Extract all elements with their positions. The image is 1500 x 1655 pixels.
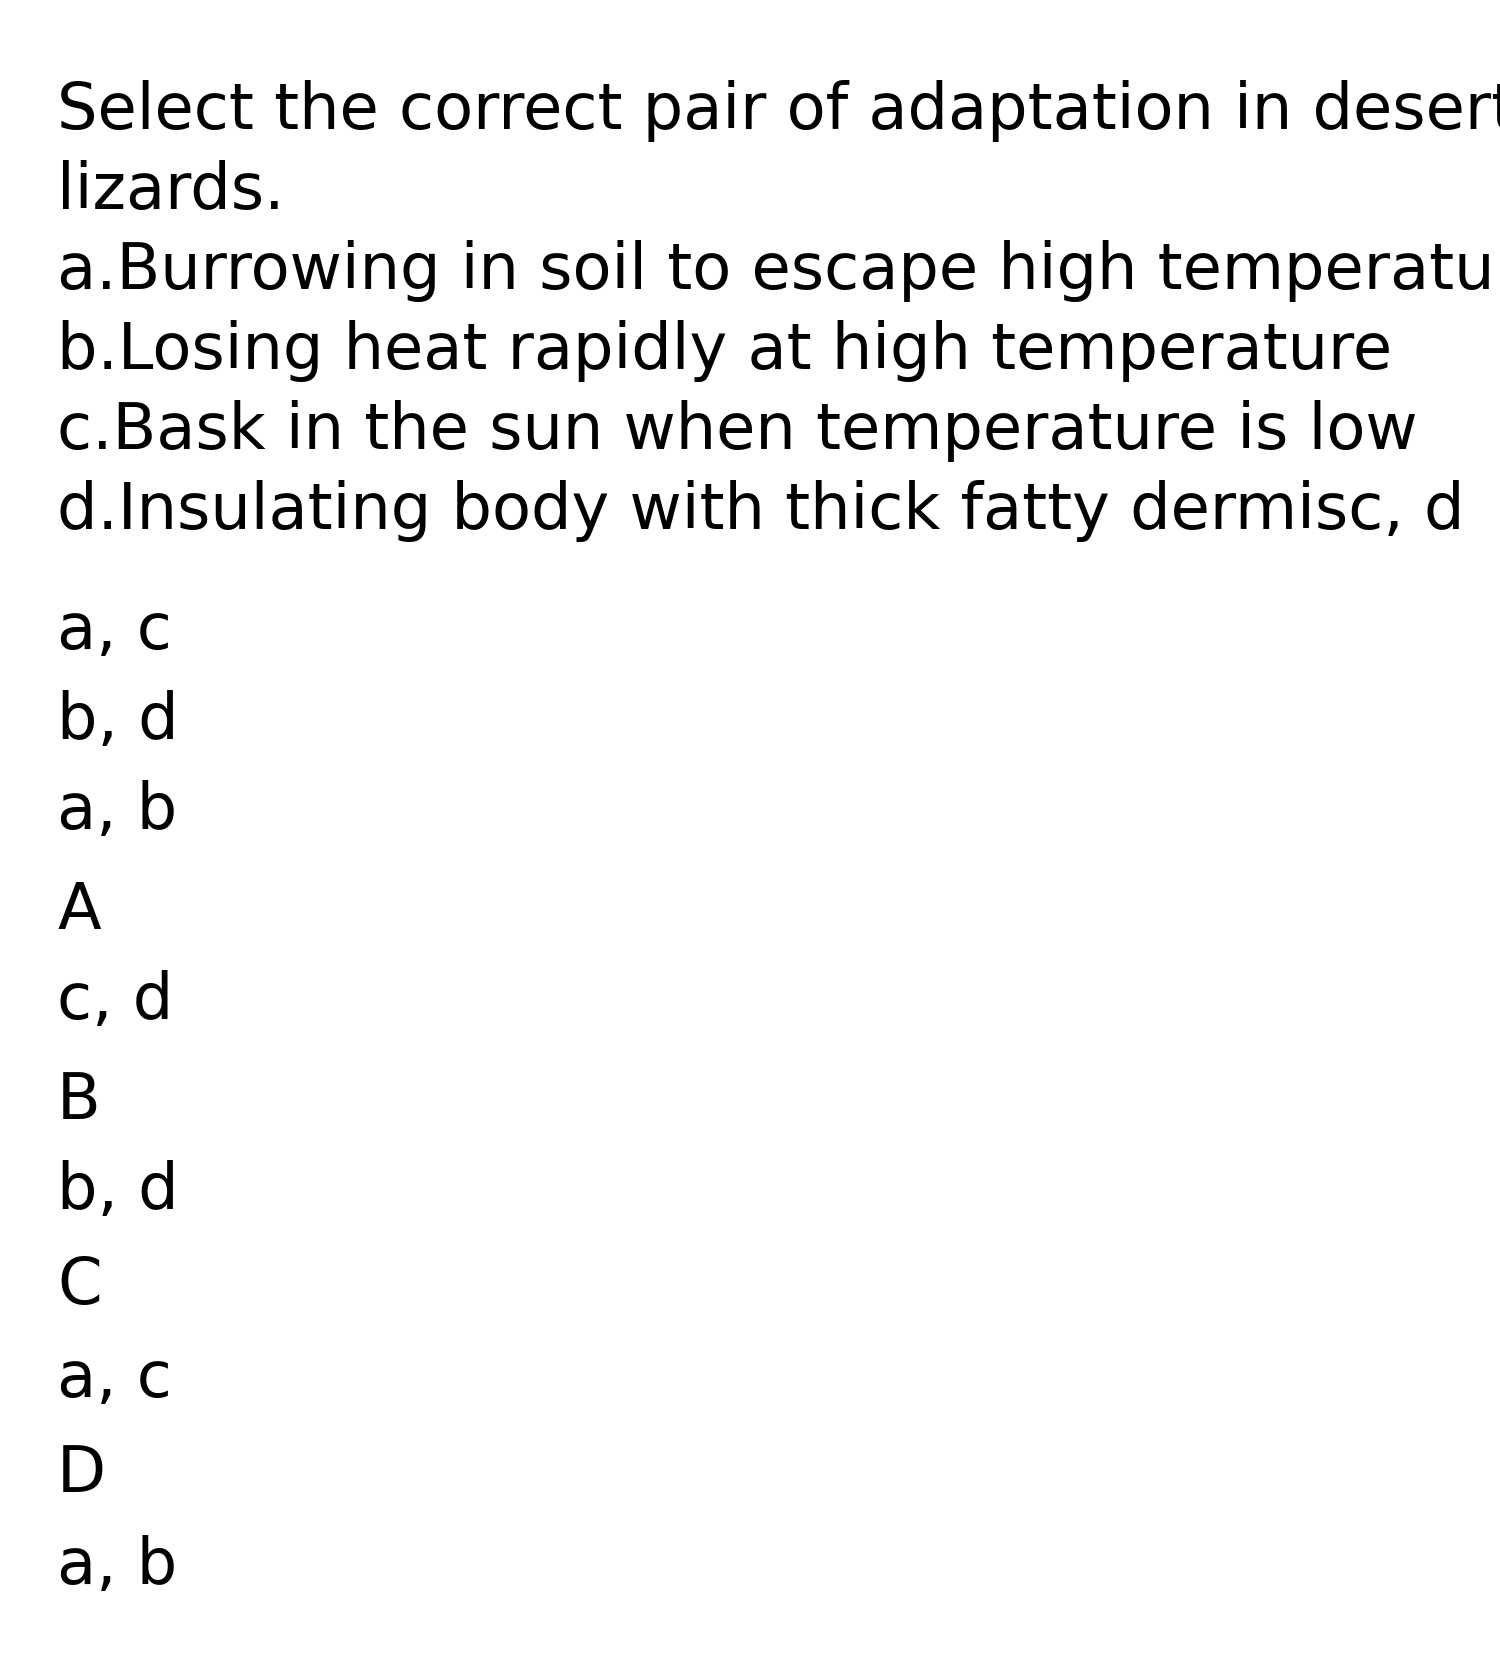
Text: c.Bask in the sun when temperature is low: c.Bask in the sun when temperature is lo… xyxy=(57,401,1417,462)
Text: a, b: a, b xyxy=(57,780,177,841)
Text: b, d: b, d xyxy=(57,690,178,751)
Text: A: A xyxy=(57,879,100,942)
Text: C: C xyxy=(57,1254,102,1316)
Text: a, c: a, c xyxy=(57,1347,172,1408)
Text: a, c: a, c xyxy=(57,599,172,662)
Text: b.Losing heat rapidly at high temperature: b.Losing heat rapidly at high temperatur… xyxy=(57,319,1392,382)
Text: D: D xyxy=(57,1442,106,1504)
Text: a.Burrowing in soil to escape high temperature: a.Burrowing in soil to escape high tempe… xyxy=(57,240,1500,301)
Text: a, b: a, b xyxy=(57,1534,177,1595)
Text: c, d: c, d xyxy=(57,970,172,1031)
Text: B: B xyxy=(57,1069,100,1132)
Text: Select the correct pair of adaptation in desert: Select the correct pair of adaptation in… xyxy=(57,79,1500,142)
Text: d.Insulating body with thick fatty dermisc, d: d.Insulating body with thick fatty dermi… xyxy=(57,480,1464,541)
Text: lizards.: lizards. xyxy=(57,161,285,222)
Text: b, d: b, d xyxy=(57,1158,178,1221)
